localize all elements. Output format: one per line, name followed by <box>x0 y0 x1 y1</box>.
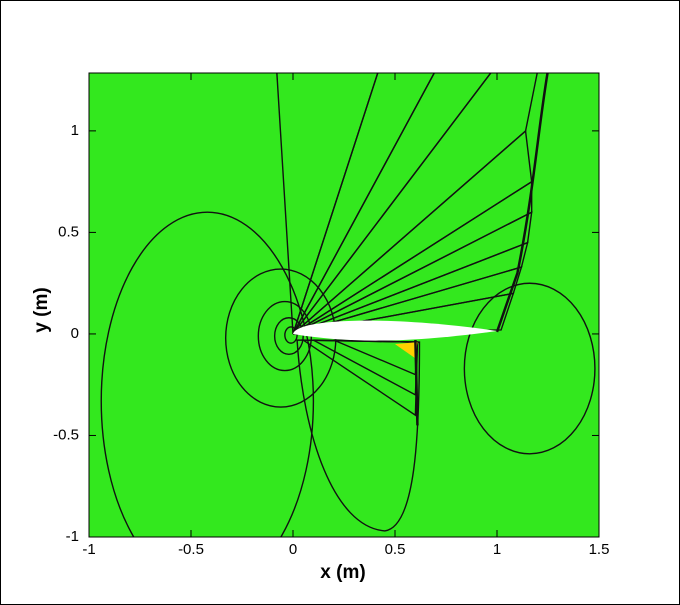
contour-region <box>275 318 304 355</box>
plot-frame <box>88 72 600 538</box>
y-tick-label: 0.5 <box>58 223 79 240</box>
x-axis-label: x (m) <box>320 562 365 583</box>
shock-line <box>497 70 548 332</box>
x-tick-label: -0.5 <box>178 541 204 558</box>
contour-region <box>464 283 595 454</box>
shock-line <box>415 340 417 425</box>
y-tick-label: -1 <box>66 528 79 545</box>
x-tick-label: -1 <box>82 541 95 558</box>
x-tick-label: 1 <box>493 541 501 558</box>
airfoil <box>293 320 497 341</box>
y-tick-label: -0.5 <box>53 426 79 443</box>
x-tick-label: 1.5 <box>589 541 610 558</box>
x-tick-label: 0.5 <box>385 541 406 558</box>
y-tick-label: 0 <box>71 325 79 342</box>
contour-region <box>101 212 313 590</box>
field-background <box>89 73 599 537</box>
x-tick-label: 0 <box>289 541 297 558</box>
y-tick-label: 1 <box>71 122 79 139</box>
y-axis-label: y (m) <box>31 287 52 332</box>
contour-region <box>395 342 418 359</box>
contour-field <box>89 70 599 590</box>
contour-region <box>285 327 297 343</box>
